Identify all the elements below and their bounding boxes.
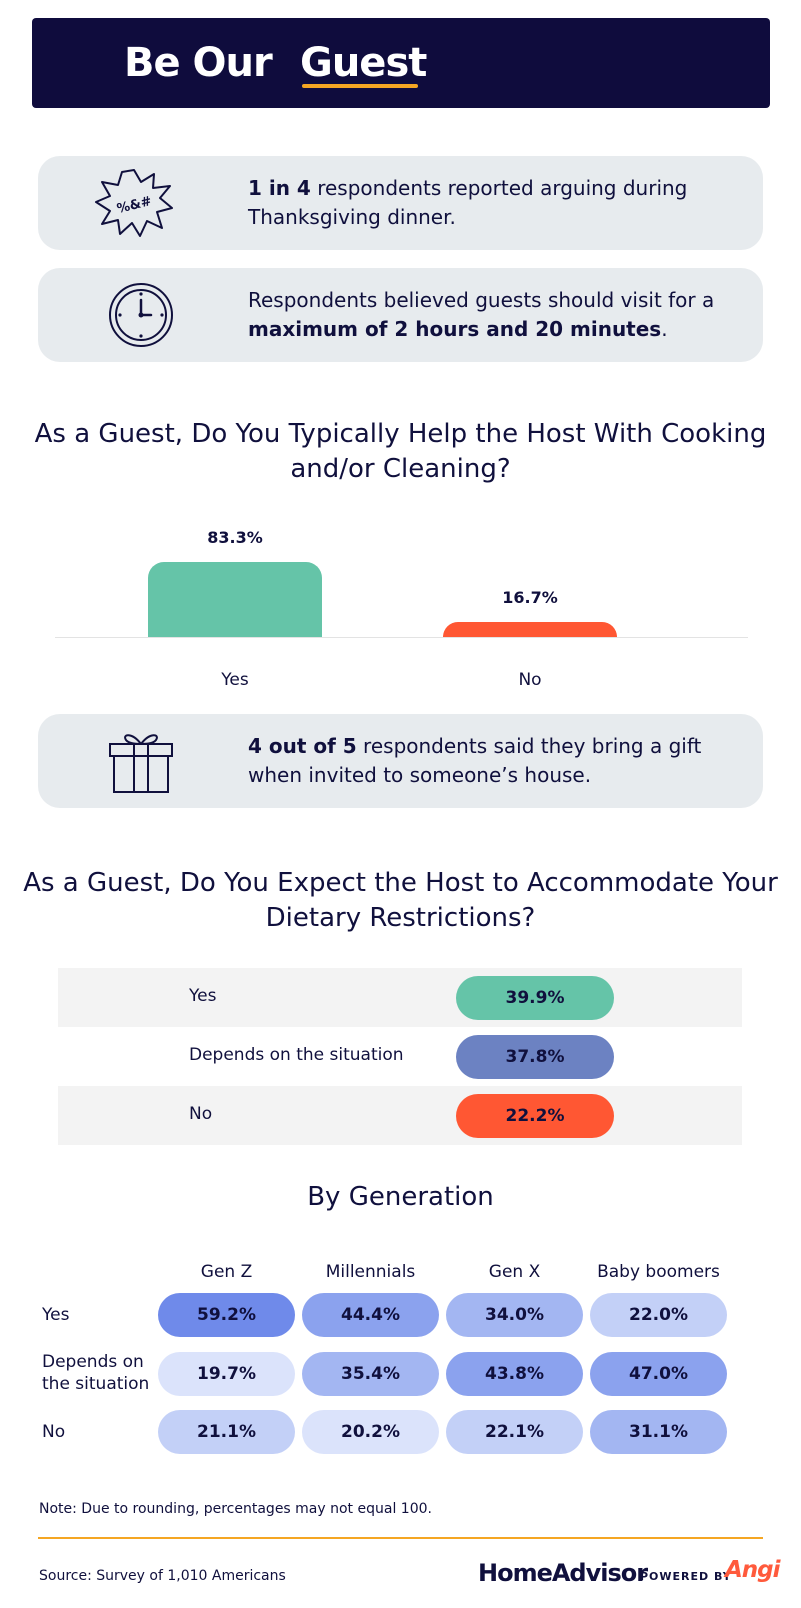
bar-chart-baseline [55,637,748,638]
generation-value-cell: 34.0% [446,1293,583,1337]
bar-no [443,622,617,637]
dietary-value-pill: 39.9% [456,976,614,1020]
fact-text-gift: 4 out of 5 respondents said they bring a… [248,734,702,787]
title-highlight-text: Guest [300,40,427,86]
footer-divider [38,1537,763,1539]
generation-value-cell: 19.7% [158,1352,295,1396]
homeadvisor-logo: HomeAdvisor [478,1559,648,1587]
grawlix-burst-icon: %&# [95,169,173,237]
title-underline [302,84,418,88]
source-text: Source: Survey of 1,010 Americans [39,1568,286,1584]
dietary-value-pill: 22.2% [456,1094,614,1138]
fact-text-visit-length: Respondents believed guests should visit… [248,288,715,341]
generation-value-cell: 22.1% [446,1410,583,1454]
chart-title-help-host: As a Guest, Do You Typically Help the Ho… [34,419,767,484]
generation-row-label: No [42,1422,66,1442]
fact-card-visit-length: Respondents believed guests should visit… [38,268,763,362]
generation-value-cell: 21.1% [158,1410,295,1454]
bar-value-label-no: 16.7% [502,588,558,607]
powered-by-text: POWERED BY [640,1570,732,1583]
title-text: Be Our [124,40,273,86]
generation-value-cell: 43.8% [446,1352,583,1396]
generation-value-cell: 47.0% [590,1352,727,1396]
svg-text:%&#: %&# [115,194,153,217]
generation-row-label: Depends on the situation [42,1351,149,1395]
generation-value-cell: 22.0% [590,1293,727,1337]
gift-icon [109,734,173,793]
generation-value-cell: 20.2% [302,1410,439,1454]
bar-yes [148,562,322,637]
generation-row-label-line: Depends on [42,1352,144,1372]
generation-column-header: Gen X [488,1262,541,1282]
generation-value-cell: 59.2% [158,1293,295,1337]
generation-column-header: Millennials [325,1262,416,1282]
dietary-row-label: No [189,1104,213,1124]
clock-icon [109,283,173,347]
generation-row-label-line: the situation [42,1374,150,1394]
bar-value-label-yes: 83.3% [207,528,263,547]
dietary-row: Yes 39.9% [58,968,742,1027]
dietary-row: No 22.2% [58,1086,742,1145]
generation-column-header: Gen Z [200,1262,253,1282]
generation-column-header: Baby boomers [597,1262,720,1282]
angi-logo: Angi [725,1557,781,1583]
dietary-row-label: Yes [189,986,217,1006]
fact-text-arguing: 1 in 4 respondents reported arguing duri… [248,176,688,229]
bar-category-label-no: No [518,670,542,690]
generation-value-cell: 44.4% [302,1293,439,1337]
generation-value-cell: 31.1% [590,1410,727,1454]
chart-title-by-generation: By Generation [307,1182,494,1212]
chart-title-dietary: As a Guest, Do You Expect the Host to Ac… [23,868,778,933]
bar-category-label-yes: Yes [221,670,249,690]
fact-card-arguing: %&# 1 in 4 respondents reported arguing … [38,156,763,250]
dietary-row: Depends on the situation 37.8% [58,1027,742,1086]
dietary-value-pill: 37.8% [456,1035,614,1079]
generation-value-cell: 35.4% [302,1352,439,1396]
generation-row-label: Yes [42,1305,70,1325]
fact-card-gift: 4 out of 5 respondents said they bring a… [38,714,763,808]
rounding-note: Note: Due to rounding, percentages may n… [39,1501,432,1517]
title-banner: Be Our Guest [32,18,770,108]
dietary-row-label: Depends on the situation [189,1045,404,1065]
